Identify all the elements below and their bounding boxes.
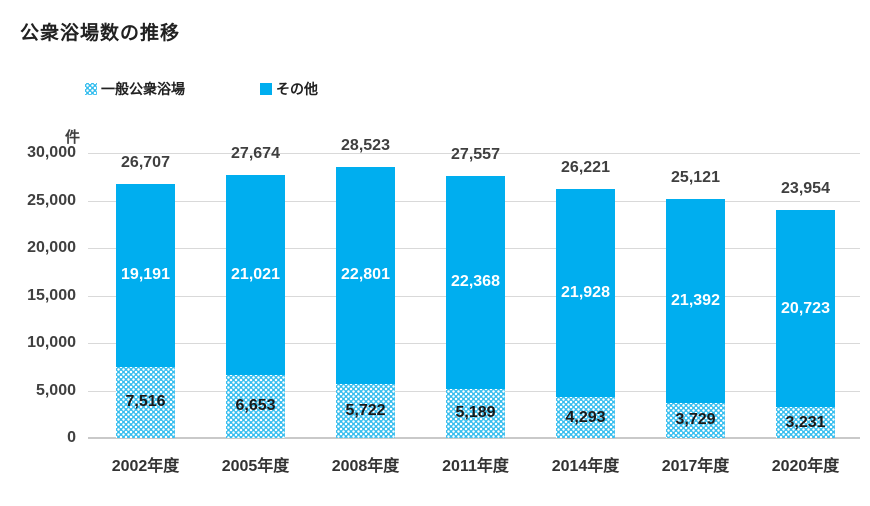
legend-label-general: 一般公衆浴場: [101, 81, 185, 97]
bar-segment-general: 5,722: [336, 383, 395, 438]
bar-label-general: 4,293: [565, 408, 606, 426]
bar-label-other: 22,368: [451, 273, 500, 291]
legend: 一般公衆浴場 その他: [85, 79, 318, 99]
y-axis-tick-label: 30,000: [27, 144, 76, 161]
gridline: [88, 153, 860, 154]
x-axis-label: 2005年度: [221, 458, 290, 475]
legend-label-other: その他: [276, 81, 318, 97]
y-axis-tick-label: 20,000: [27, 239, 76, 256]
y-axis-tick-label: 10,000: [27, 334, 76, 351]
legend-item-other: その他: [260, 79, 318, 99]
bar-label-general: 3,231: [785, 413, 826, 431]
bar-label-general: 3,729: [675, 411, 716, 429]
x-axis-label: 2002年度: [111, 458, 180, 475]
bar-segment-general: 6,653: [226, 374, 285, 438]
bar-label-general: 6,653: [235, 397, 276, 415]
bar-segment-other: 21,928: [556, 188, 615, 398]
bar-segment-other: 20,723: [776, 210, 835, 408]
legend-item-general: 一般公衆浴場: [85, 79, 185, 99]
legend-swatch-solid-icon: [260, 83, 272, 95]
bar-label-other: 22,801: [341, 266, 390, 284]
bar-total-label: 26,221: [561, 158, 610, 176]
bar-label-other: 21,928: [561, 284, 610, 302]
bar-total-label: 23,954: [781, 180, 830, 198]
bar-label-other: 21,021: [231, 265, 280, 283]
bar-total-label: 27,674: [231, 145, 280, 163]
bar-segment-other: 21,392: [666, 199, 725, 403]
x-axis-label: 2020年度: [771, 458, 840, 475]
bar-total-label: 28,523: [341, 137, 390, 155]
bar-total-label: 25,121: [671, 169, 720, 187]
bar-segment-general: 5,189: [446, 388, 505, 438]
bar-segment-other: 22,368: [446, 176, 505, 389]
y-axis-tick-label: 25,000: [27, 191, 76, 209]
y-axis-tick-label: 5,000: [35, 381, 76, 399]
chart-title: 公衆浴場数の推移: [20, 23, 181, 44]
bar-label-other: 19,191: [121, 266, 170, 284]
bar-label-general: 7,516: [125, 393, 166, 411]
bar-segment-other: 22,801: [336, 167, 395, 384]
bar-segment-general: 4,293: [556, 397, 615, 438]
bar-segment-general: 3,231: [776, 407, 835, 438]
x-axis-label: 2008年度: [331, 458, 400, 475]
bar-segment-other: 19,191: [116, 184, 175, 367]
x-axis-baseline: [88, 437, 860, 439]
x-axis-label: 2017年度: [661, 458, 730, 475]
bar-segment-general: 3,729: [666, 402, 725, 438]
y-axis-tick-label: 15,000: [27, 286, 76, 304]
x-axis-label: 2014年度: [551, 458, 620, 475]
bar-segment-other: 21,021: [226, 175, 285, 375]
bar-label-other: 21,392: [671, 291, 720, 309]
bar-total-label: 27,557: [451, 146, 500, 164]
bar-label-general: 5,189: [455, 404, 496, 422]
bar-label-general: 5,722: [345, 401, 386, 419]
y-axis-tick-label: 0: [67, 429, 76, 446]
y-axis-unit-label: 件: [64, 129, 80, 146]
bar-label-other: 20,723: [781, 299, 830, 317]
x-axis-label: 2011年度: [442, 458, 509, 475]
legend-swatch-dotted-icon: [85, 83, 97, 95]
bar-segment-general: 7,516: [116, 366, 175, 438]
bar-total-label: 26,707: [121, 154, 170, 172]
